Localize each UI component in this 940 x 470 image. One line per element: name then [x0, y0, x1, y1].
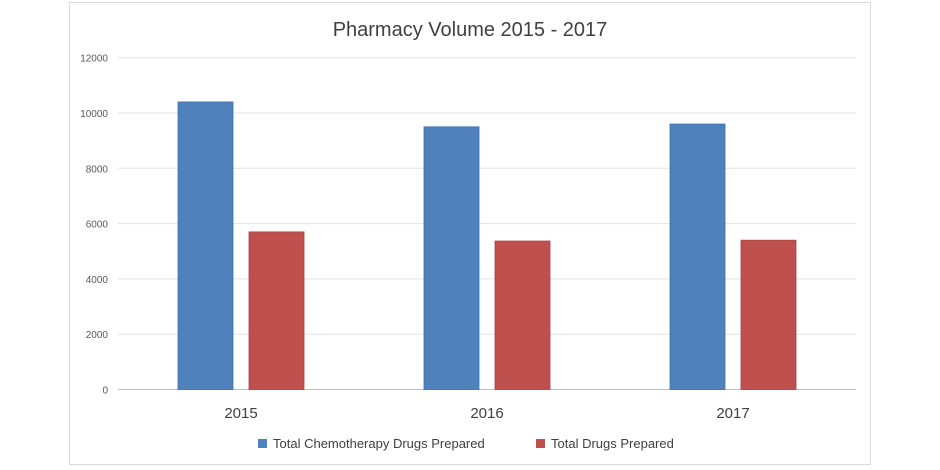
y-tick-label: 0: [102, 386, 108, 397]
bar-chemo-2017: [669, 123, 726, 390]
x-tick-label: 2017: [716, 405, 749, 422]
bar-total-2016: [494, 240, 551, 390]
legend-swatch: [258, 439, 267, 448]
y-tick-label: 10000: [80, 109, 108, 120]
x-tick-label: 2016: [470, 405, 503, 422]
bar-total-2015: [248, 231, 305, 390]
legend-label: Total Chemotherapy Drugs Prepared: [273, 436, 485, 451]
x-tick-label: 2015: [224, 405, 257, 422]
legend-label: Total Drugs Prepared: [551, 436, 674, 451]
y-tick-label: 12000: [80, 54, 108, 65]
legend-swatch: [536, 439, 545, 448]
chart-title: Pharmacy Volume 2015 - 2017: [333, 19, 608, 41]
y-tick-label: 6000: [86, 220, 109, 231]
bar-chemo-2015: [177, 101, 234, 390]
y-tick-label: 4000: [86, 275, 109, 286]
bar-total-2017: [740, 239, 797, 390]
bar-chemo-2016: [423, 126, 480, 390]
y-tick-label: 2000: [86, 330, 109, 341]
chart-frame: [69, 2, 871, 465]
y-tick-label: 8000: [86, 164, 109, 175]
